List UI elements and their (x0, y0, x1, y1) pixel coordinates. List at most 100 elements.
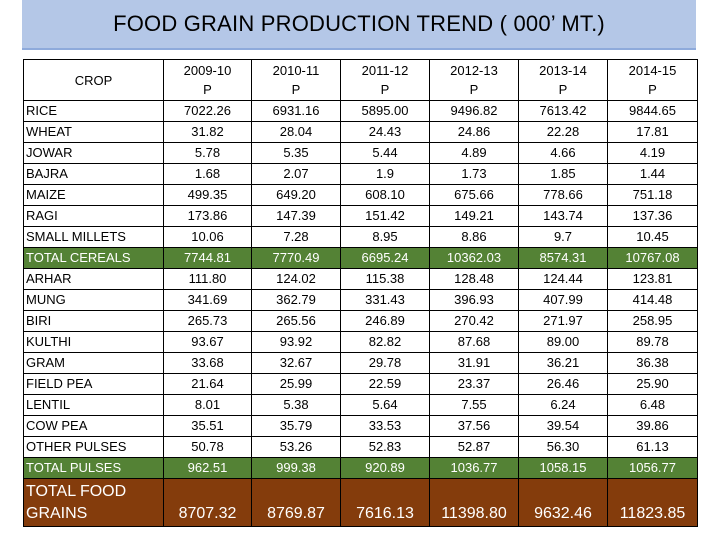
value-cell: 271.97 (518, 310, 608, 332)
year-column-header: 2012-13 P (429, 59, 519, 101)
value-cell: 82.82 (340, 331, 430, 353)
value-cell: 21.64 (163, 373, 252, 395)
value-cell: 53.26 (251, 436, 341, 458)
crop-name-cell: COW PEA (23, 415, 164, 437)
value-cell: 35.51 (163, 415, 252, 437)
value-cell: 265.73 (163, 310, 252, 332)
value-cell: 123.81 (607, 268, 698, 290)
value-cell: 31.91 (429, 352, 519, 374)
crop-name-cell: SMALL MILLETS (23, 226, 164, 248)
value-cell: 331.43 (340, 289, 430, 311)
table-row: MUNG 341.69 362.79 331.43 396.93 407.99 414.48 (23, 289, 698, 311)
value-cell: 10362.03 (429, 247, 519, 269)
value-cell: 147.39 (251, 205, 341, 227)
value-cell: 25.90 (607, 373, 698, 395)
value-cell: 362.79 (251, 289, 341, 311)
value-cell: 5.44 (340, 142, 430, 164)
value-cell: 25.99 (251, 373, 341, 395)
table-row: FIELD PEA 21.64 25.99 22.59 23.37 26.46 25.90 (23, 373, 698, 395)
value-cell: 115.38 (340, 268, 430, 290)
table-row: BAJRA 1.68 2.07 1.9 1.73 1.85 1.44 (23, 163, 698, 185)
crop-name-cell: LENTIL (23, 394, 164, 416)
table-row: BIRI 265.73 265.56 246.89 270.42 271.97 258.95 (23, 310, 698, 332)
value-cell: 89.00 (518, 331, 608, 353)
value-cell: 29.78 (340, 352, 430, 374)
value-cell: 4.19 (607, 142, 698, 164)
crop-name-cell: TOTAL FOOD GRAINS (23, 478, 164, 527)
value-cell: 24.43 (340, 121, 430, 143)
crop-name-cell: WHEAT (23, 121, 164, 143)
crop-name-cell: BAJRA (23, 163, 164, 185)
value-cell: 37.56 (429, 415, 519, 437)
value-cell: 5.35 (251, 142, 341, 164)
value-cell: 9.7 (518, 226, 608, 248)
value-cell: 35.79 (251, 415, 341, 437)
value-cell: 111.80 (163, 268, 252, 290)
value-cell: 7770.49 (251, 247, 341, 269)
year-label: 2012-13 (450, 63, 498, 78)
value-cell: 8769.87 (251, 478, 341, 527)
year-label: 2011-12 (361, 63, 409, 78)
value-cell: 50.78 (163, 436, 252, 458)
value-cell: 7.28 (251, 226, 341, 248)
crop-name-cell: BIRI (23, 310, 164, 332)
value-cell: 52.87 (429, 436, 519, 458)
value-cell: 39.86 (607, 415, 698, 437)
value-cell: 8.95 (340, 226, 430, 248)
value-cell: 499.35 (163, 184, 252, 206)
value-cell: 649.20 (251, 184, 341, 206)
year-label: 2014-15 (628, 63, 677, 78)
value-cell: 1.68 (163, 163, 252, 185)
value-cell: 36.21 (518, 352, 608, 374)
value-cell: 258.95 (607, 310, 698, 332)
status-label: P (380, 82, 390, 97)
value-cell: 6.48 (607, 394, 698, 416)
table-row: GRAM 33.68 32.67 29.78 31.91 36.21 36.38 (23, 352, 698, 374)
table-row: LENTIL 8.01 5.38 5.64 7.55 6.24 6.48 (23, 394, 698, 416)
value-cell: 7613.42 (518, 100, 608, 122)
year-column-header: 2014-15 P (607, 59, 698, 101)
value-cell: 341.69 (163, 289, 252, 311)
crop-name-cell: MAIZE (23, 184, 164, 206)
value-cell: 246.89 (340, 310, 430, 332)
value-cell: 8574.31 (518, 247, 608, 269)
value-cell: 26.46 (518, 373, 608, 395)
title-bar: FOOD GRAIN PRODUCTION TREND ( 000’ MT.) (22, 0, 696, 50)
status-label: P (469, 82, 479, 97)
value-cell: 751.18 (607, 184, 698, 206)
year-column-header: 2010-11 P (251, 59, 341, 101)
value-cell: 28.04 (251, 121, 341, 143)
crop-name-cell: RAGI (23, 205, 164, 227)
crop-name-cell: FIELD PEA (23, 373, 164, 395)
production-table: CROP 2009-10 P 2010-11 P 2011-12 P 2012-13 P… (23, 59, 698, 527)
table-body: RICE 7022.26 6931.16 5895.00 9496.82 7613.42 9… (23, 100, 698, 527)
table-row: WHEAT 31.82 28.04 24.43 24.86 22.28 17.81 (23, 121, 698, 143)
crop-name-cell: RICE (23, 100, 164, 122)
value-cell: 10.06 (163, 226, 252, 248)
value-cell: 33.68 (163, 352, 252, 374)
value-cell: 265.56 (251, 310, 341, 332)
status-label: P (558, 82, 568, 97)
value-cell: 11398.80 (429, 478, 519, 527)
value-cell: 36.38 (607, 352, 698, 374)
value-cell: 407.99 (518, 289, 608, 311)
value-cell: 414.48 (607, 289, 698, 311)
value-cell: 7616.13 (340, 478, 430, 527)
value-cell: 6.24 (518, 394, 608, 416)
value-cell: 24.86 (429, 121, 519, 143)
value-cell: 87.68 (429, 331, 519, 353)
table-row: COW PEA 35.51 35.79 33.53 37.56 39.54 39.86 (23, 415, 698, 437)
value-cell: 8.01 (163, 394, 252, 416)
value-cell: 920.89 (340, 457, 430, 479)
table-row: JOWAR 5.78 5.35 5.44 4.89 4.66 4.19 (23, 142, 698, 164)
status-label: P (291, 82, 301, 97)
value-cell: 89.78 (607, 331, 698, 353)
table-row: RAGI 173.86 147.39 151.42 149.21 143.74 137.36 (23, 205, 698, 227)
crop-name-cell: JOWAR (23, 142, 164, 164)
year-column-header: 2011-12 P (340, 59, 430, 101)
value-cell: 1056.77 (607, 457, 698, 479)
value-cell: 124.44 (518, 268, 608, 290)
value-cell: 4.89 (429, 142, 519, 164)
crop-name-cell: TOTAL CEREALS (23, 247, 164, 269)
value-cell: 5.78 (163, 142, 252, 164)
